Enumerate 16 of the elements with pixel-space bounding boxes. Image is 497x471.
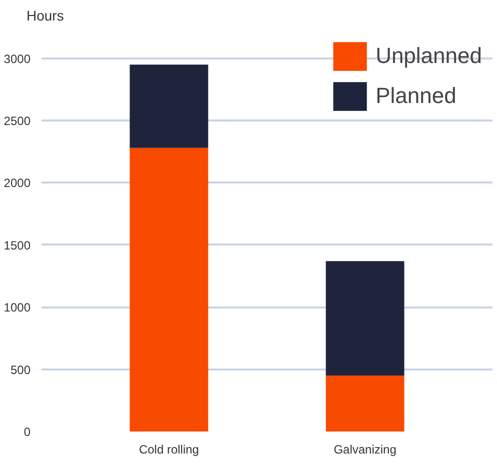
y-tick-label: 2000 (4, 176, 31, 190)
y-tick-label: 1500 (4, 238, 31, 252)
bar (326, 261, 404, 376)
bar (326, 376, 404, 432)
x-tick-label: Galvanizing (334, 442, 396, 456)
legend-label: Planned (376, 83, 456, 109)
bar (130, 148, 208, 432)
y-tick-label: 3000 (4, 52, 31, 66)
y-tick-label: 500 (10, 362, 31, 377)
legend-label: Unplanned (376, 43, 482, 69)
y-tick-label: 2500 (4, 114, 31, 128)
y-tick-label: 0 (24, 425, 31, 439)
y-tick-label: 1000 (4, 300, 31, 315)
y-axis-title: Hours (26, 8, 64, 24)
bar (130, 64, 208, 148)
x-tick-label: Cold rolling (138, 442, 199, 456)
